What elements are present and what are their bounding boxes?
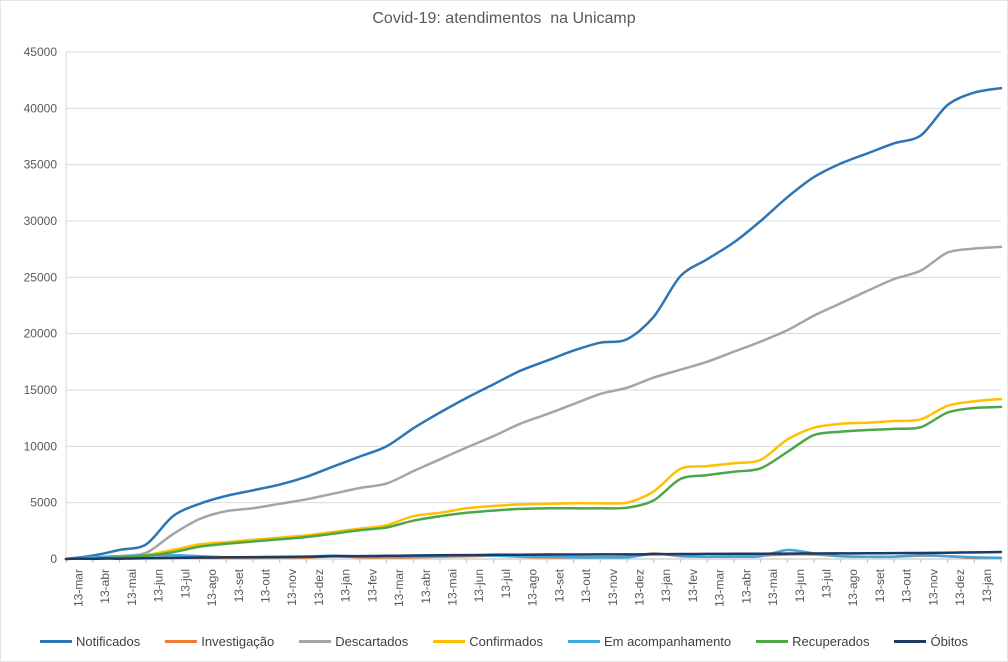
x-axis-label: 13-abr bbox=[98, 569, 112, 604]
series-line--bitos bbox=[64, 550, 1003, 561]
legend-line-swatch-em-acompanhamento bbox=[567, 640, 600, 643]
legend-item-recuperados: Recuperados bbox=[756, 634, 869, 649]
y-axis-label: 25000 bbox=[24, 270, 58, 284]
x-axis-label: 13-jul bbox=[820, 569, 834, 598]
series-line-descartados bbox=[64, 245, 1003, 561]
x-axis-label: 13-out bbox=[259, 568, 273, 603]
x-axis-label: 13-dez bbox=[953, 569, 967, 606]
x-axis-label: 13-mai bbox=[446, 569, 460, 606]
y-axis-label: 15000 bbox=[24, 383, 58, 397]
legend-item-notificados: Notificados bbox=[39, 634, 141, 649]
x-axis-label: 13-nov bbox=[285, 569, 299, 606]
y-axis-label: 5000 bbox=[30, 496, 57, 510]
legend-line-swatch-recuperados bbox=[756, 640, 789, 643]
legend: Notificados Investigação Descartados Confir… bbox=[1, 634, 1007, 649]
x-axis-label: 13-jan bbox=[659, 569, 673, 602]
y-axis-label: 0 bbox=[50, 552, 57, 566]
legend-label-recuperados: Recuperados bbox=[792, 634, 870, 649]
y-axis-label: 20000 bbox=[24, 327, 58, 341]
x-axis-label: 13-mai bbox=[125, 569, 139, 606]
series-line-notificados bbox=[64, 86, 1003, 561]
x-axis-label: 13-dez bbox=[633, 569, 647, 606]
y-axis-label: 45000 bbox=[24, 45, 58, 59]
y-axis-label: 30000 bbox=[24, 214, 58, 228]
x-axis-label: 13-nov bbox=[926, 569, 940, 606]
legend-label--bitos: Óbitos bbox=[930, 634, 969, 649]
x-axis-label: 13-nov bbox=[606, 569, 620, 606]
x-axis-label: 13-fev bbox=[365, 569, 379, 602]
x-axis-label: 13-jun bbox=[472, 569, 486, 602]
legend-line-swatch--bitos bbox=[894, 640, 927, 643]
x-axis-label: 13-out bbox=[579, 568, 593, 603]
legend-item-confirmados: Confirmados bbox=[433, 634, 543, 649]
y-axis-label: 35000 bbox=[24, 158, 58, 172]
legend-line-swatch-confirmados bbox=[433, 640, 466, 643]
x-axis-label: 13-jul bbox=[499, 569, 513, 598]
x-axis-label: 13-jun bbox=[793, 569, 807, 602]
x-axis-label: 13-set bbox=[552, 568, 566, 602]
legend-item--bitos: Óbitos bbox=[894, 634, 968, 649]
x-axis-label: 13-set bbox=[232, 568, 246, 602]
x-axis-label: 13-mar bbox=[713, 569, 727, 607]
x-axis-label: 13-ago bbox=[526, 569, 540, 607]
x-axis-label: 13-abr bbox=[739, 569, 753, 604]
x-axis-label: 13-dez bbox=[312, 569, 326, 606]
x-axis-label: 13-jan bbox=[339, 569, 353, 602]
legend-item-em-acompanhamento: Em acompanhamento bbox=[567, 634, 732, 649]
x-axis-label: 13-out bbox=[900, 568, 914, 603]
series-line-confirmados bbox=[64, 397, 1003, 561]
legend-label-descartados: Descartados bbox=[335, 634, 409, 649]
x-axis-label: 13-jul bbox=[178, 569, 192, 598]
legend-line-swatch-investiga-o bbox=[165, 640, 198, 643]
x-axis-label: 13-abr bbox=[419, 569, 433, 604]
x-axis-label: 13-jun bbox=[152, 569, 166, 602]
x-axis-label: 13-set bbox=[873, 568, 887, 602]
chart-title: Covid-19: atendimentos na Unicamp bbox=[372, 10, 636, 27]
x-axis-label: 13-fev bbox=[686, 569, 700, 602]
legend-item-descartados: Descartados bbox=[299, 634, 408, 649]
series-line-recuperados bbox=[64, 405, 1003, 561]
x-axis-label: 13-mar bbox=[72, 569, 86, 607]
legend-item-investiga-o: Investigação bbox=[165, 634, 274, 649]
y-axis-label: 40000 bbox=[24, 101, 58, 115]
x-axis-label: 13-mar bbox=[392, 569, 406, 607]
legend-label-investiga-o: Investigação bbox=[201, 634, 275, 649]
x-axis-label: 13-ago bbox=[205, 569, 219, 607]
legend-label-em-acompanhamento: Em acompanhamento bbox=[603, 634, 732, 649]
y-axis-label: 10000 bbox=[24, 439, 58, 453]
legend-label-confirmados: Confirmados bbox=[469, 634, 543, 649]
x-axis-label: 13-ago bbox=[846, 569, 860, 607]
legend-label-notificados: Notificados bbox=[75, 634, 141, 649]
x-axis-label: 13-mai bbox=[766, 569, 780, 606]
legend-line-swatch-notificados bbox=[39, 640, 72, 643]
x-axis-label: 13-jan bbox=[980, 569, 994, 602]
legend-line-swatch-descartados bbox=[299, 640, 332, 643]
